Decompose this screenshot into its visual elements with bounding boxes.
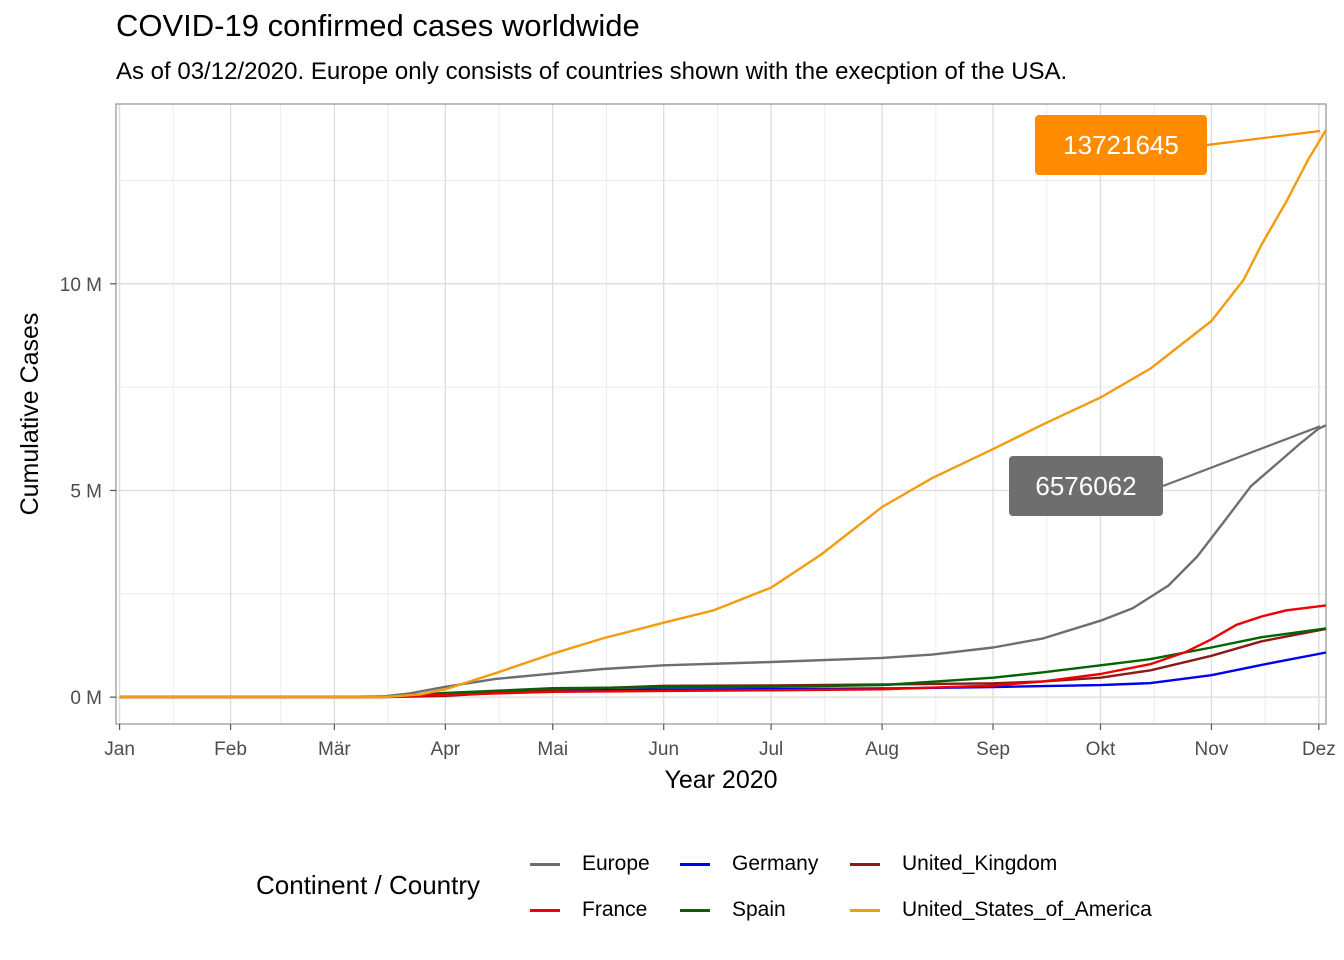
chart-title: COVID-19 confirmed cases worldwide: [116, 8, 640, 43]
x-tick-label: Jun: [648, 739, 679, 760]
callout-box: [1009, 456, 1163, 516]
callout-leader-line: [1206, 129, 1321, 147]
legend-item-spain: Spain: [680, 898, 786, 922]
legend-key-line: [680, 908, 710, 912]
axis-ticks: Jan Feb Mär Apr Mai Jun Jul Aug Sep Okt Nov Dez 0 M 5…: [60, 275, 1336, 760]
x-tick-label: Apr: [431, 739, 461, 760]
x-tick-label: Jan: [104, 739, 135, 760]
legend-label: United_States_of_America: [902, 898, 1152, 921]
minor-gridlines: [116, 104, 1326, 724]
value-callouts: 13721645 6576062: [1009, 115, 1321, 516]
x-tick-label: Mär: [318, 739, 351, 760]
legend-item-europe: Europe: [530, 852, 650, 876]
legend-key-line: [850, 908, 880, 912]
x-tick-label: Jul: [759, 739, 783, 760]
legend-item-united-states-of-america: United_States_of_America: [850, 898, 1152, 922]
legend-label: Germany: [732, 852, 819, 875]
x-tick-label: Feb: [214, 739, 247, 760]
legend-title: Continent / Country: [256, 870, 481, 900]
series-lines: [119, 129, 1328, 699]
x-tick-label: Okt: [1086, 739, 1116, 760]
y-tick-label: 5 M: [70, 481, 102, 502]
callout-box: [1035, 115, 1207, 175]
legend: Continent / Country Europe France Germany S…: [256, 842, 1216, 932]
x-tick-label: Mai: [537, 739, 568, 760]
legend-key-line: [530, 908, 560, 912]
series-line-europe: [119, 424, 1327, 699]
x-tick-label: Sep: [976, 739, 1010, 760]
legend-key-line: [850, 862, 880, 866]
legend-item-france: France: [530, 898, 647, 922]
x-tick-label: Nov: [1195, 739, 1229, 760]
legend-label: United_Kingdom: [902, 852, 1058, 875]
legend-key-line: [680, 862, 710, 866]
y-tick-label: 10 M: [60, 275, 102, 296]
callout-value-label: 13721645: [1063, 130, 1179, 160]
legend-label: Europe: [582, 852, 650, 875]
callout-leader-line: [1162, 425, 1321, 488]
x-tick-label: Aug: [865, 739, 899, 760]
legend-label: France: [582, 898, 648, 921]
series-line-united-states-of-america: [119, 129, 1328, 699]
plot-panel-border: [115, 103, 1327, 725]
legend-key-line: [530, 862, 560, 866]
x-axis-title: Year 2020: [664, 766, 777, 794]
x-tick-label: Dez: [1302, 739, 1336, 760]
y-axis-title: Cumulative Cases: [16, 313, 44, 516]
chart-subtitle: As of 03/12/2020. Europe only consists o…: [116, 58, 1068, 85]
series-line-france: [119, 604, 1327, 699]
major-gridlines: [116, 104, 1326, 724]
callout-value-label: 6576062: [1035, 471, 1136, 501]
legend-label: Spain: [732, 898, 786, 921]
legend-item-united-kingdom: United_Kingdom: [850, 852, 1057, 876]
legend-item-germany: Germany: [680, 852, 818, 876]
y-tick-label: 0 M: [70, 688, 102, 709]
